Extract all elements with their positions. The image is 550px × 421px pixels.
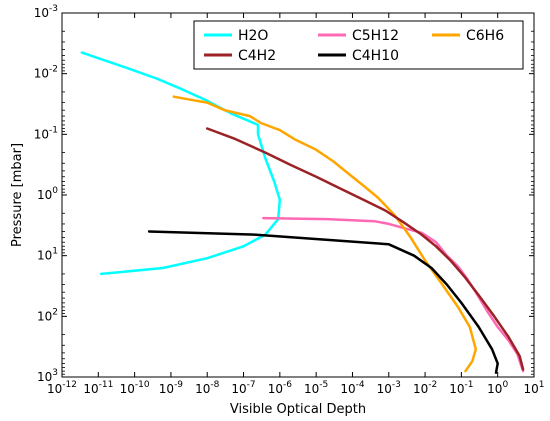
x-tick-label: 10-11 — [83, 380, 113, 396]
x-tick-label: 10-10 — [120, 380, 150, 396]
x-tick-label: 10-7 — [231, 380, 255, 396]
x-tick-label: 10-9 — [159, 380, 184, 396]
y-tick-label: 10-2 — [34, 65, 58, 81]
series-line-h2o — [80, 51, 282, 276]
y-axis-label: Pressure [mbar] — [10, 143, 25, 247]
x-tick-label: 10-6 — [268, 380, 293, 396]
y-tick-label: 100 — [37, 186, 58, 202]
x-tick-label: 100 — [487, 380, 508, 396]
x-tick-label: 10-5 — [304, 380, 328, 396]
y-tick-label: 10-3 — [34, 4, 58, 20]
legend-label-h2o: H2O — [238, 28, 268, 44]
series-layer — [80, 51, 525, 374]
x-tick-label: 10-3 — [377, 380, 401, 396]
x-axis-label: Visible Optical Depth — [230, 402, 366, 417]
series-line-c4h10 — [147, 230, 499, 374]
legend-label-c5h12: C5H12 — [352, 28, 399, 44]
y-tick-label: 101 — [37, 247, 58, 263]
legend-box — [193, 20, 524, 70]
x-tick-label: 10-1 — [449, 380, 473, 396]
y-tick-label: 10-1 — [34, 125, 58, 141]
x-tick-label: 101 — [523, 380, 544, 396]
series-line-c6h6 — [172, 95, 478, 373]
legend-label-c6h6: C6H6 — [466, 28, 504, 44]
series-line-c4h2 — [205, 127, 525, 371]
legend-label-c4h2: C4H2 — [238, 48, 276, 64]
legend-label-c4h10: C4H10 — [352, 48, 399, 64]
y-tick-label: 102 — [37, 307, 58, 323]
series-line-c5h12 — [262, 216, 525, 373]
y-tick-label: 103 — [37, 368, 58, 384]
x-tick-label: 10-4 — [340, 380, 365, 396]
x-tick-label: 10-2 — [413, 380, 437, 396]
x-tick-label: 10-12 — [47, 380, 77, 396]
x-tick-label: 10-8 — [195, 380, 220, 396]
legend: H2O C5H12 C6H6 C4H2 C4H10 — [193, 20, 524, 70]
ticks-layer: 10-12 10-11 10-10 10-9 10-8 10-7 10-6 10-5 10-4 1… — [34, 4, 545, 396]
